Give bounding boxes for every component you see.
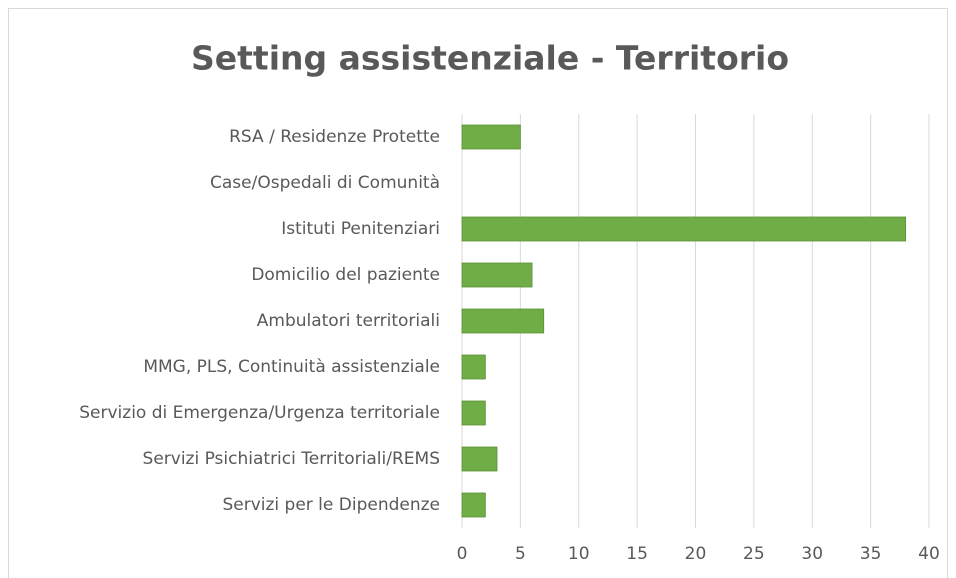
bar	[461, 400, 486, 426]
bar	[461, 308, 545, 334]
x-tick-label: 10	[568, 544, 590, 564]
y-tick-label: Istituti Penitenziari	[281, 219, 440, 239]
x-tick-label: 5	[515, 544, 526, 564]
bar	[461, 492, 486, 518]
y-tick-label: RSA / Residenze Protette	[229, 127, 440, 147]
bar	[461, 124, 521, 150]
y-tick-label: Case/Ospedali di Comunità	[210, 173, 440, 193]
bar	[461, 216, 907, 242]
x-tick-label: 30	[801, 544, 823, 564]
bar	[461, 262, 533, 288]
x-tick-label: 20	[685, 544, 707, 564]
bar	[461, 354, 486, 380]
y-tick-label: MMG, PLS, Continuità assistenziale	[143, 357, 440, 377]
bar	[461, 446, 498, 472]
chart-title: Setting assistenziale - Territorio	[191, 39, 789, 78]
y-tick-label: Ambulatori territoriali	[257, 311, 440, 331]
y-tick-label: Servizi per le Dipendenze	[222, 495, 440, 515]
y-tick-label: Servizio di Emergenza/Urgenza territoria…	[79, 403, 440, 423]
x-tick-label: 0	[457, 544, 468, 564]
y-tick-label: Domicilio del paziente	[251, 265, 440, 285]
x-tick-label: 35	[860, 544, 882, 564]
x-tick-label: 15	[626, 544, 648, 564]
x-tick-label: 25	[743, 544, 765, 564]
y-tick-label: Servizi Psichiatrici Territoriali/REMS	[143, 449, 440, 469]
chart-border	[8, 8, 948, 578]
x-tick-label: 40	[918, 544, 940, 564]
